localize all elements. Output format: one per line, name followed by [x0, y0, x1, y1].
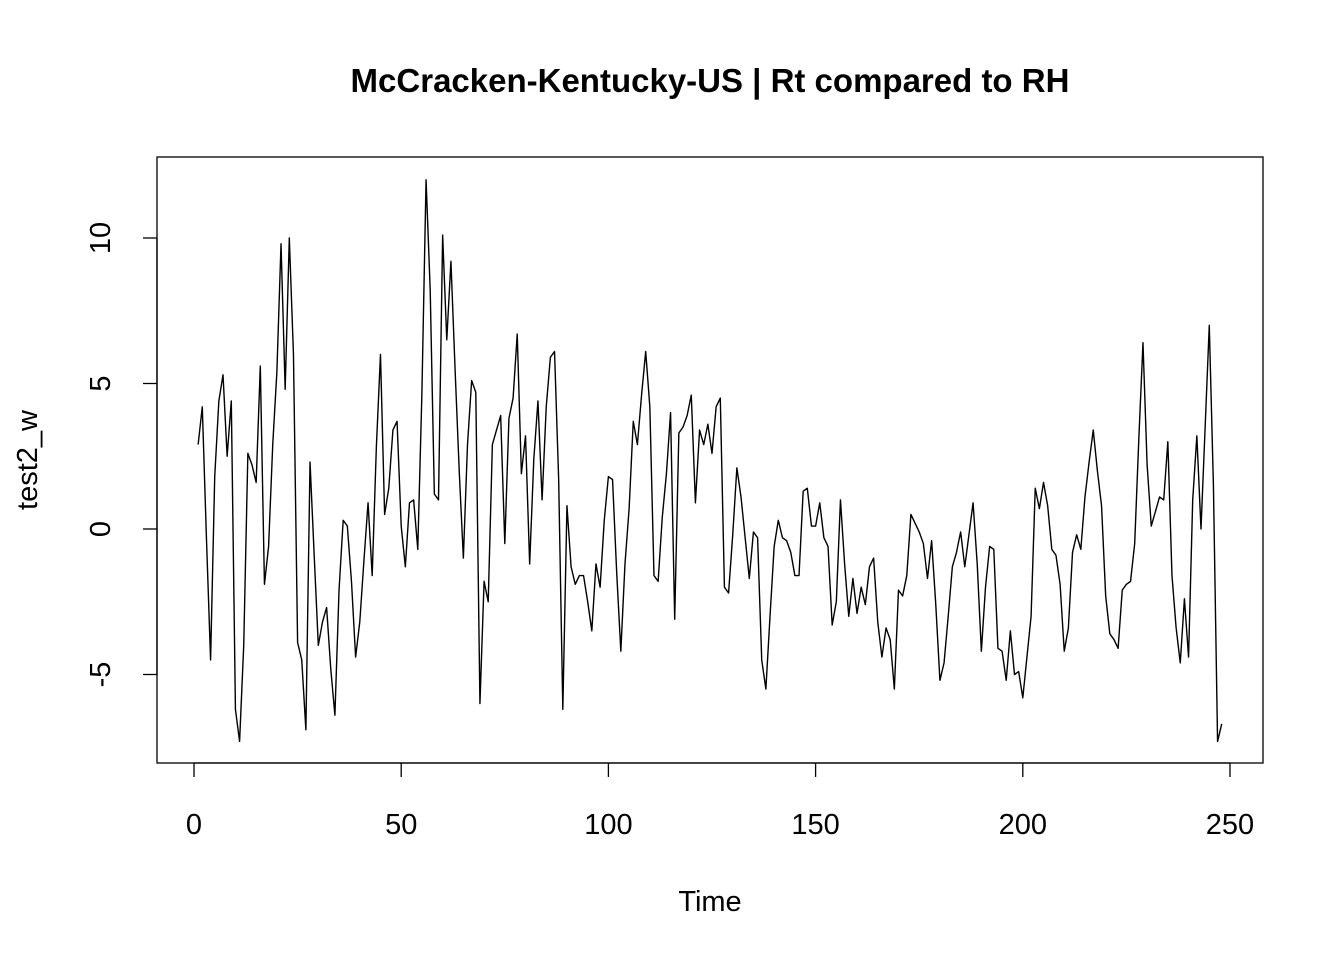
plot-area-frame [156, 156, 1264, 764]
x-tick-label: 50 [385, 809, 417, 841]
y-tick-label: 0 [85, 521, 117, 537]
chart-title: McCracken-Kentucky-US | Rt compared to R… [351, 62, 1070, 99]
y-tick-label: 10 [85, 222, 117, 254]
x-tick-label: 250 [1206, 809, 1254, 841]
x-tick-label: 150 [791, 809, 839, 841]
y-tick-label: 5 [85, 375, 117, 391]
x-axis: 0 50 100 150 200 250 [186, 762, 1254, 841]
x-tick-label: 100 [584, 809, 632, 841]
y-tick-label: -5 [85, 662, 117, 688]
x-axis-label: Time [678, 886, 741, 918]
y-axis: -5 0 5 10 [85, 222, 158, 688]
series-line [197, 179, 1223, 743]
x-tick-label: 0 [186, 809, 202, 841]
x-tick-label: 200 [999, 809, 1047, 841]
y-axis-label: test2_w [12, 409, 44, 510]
